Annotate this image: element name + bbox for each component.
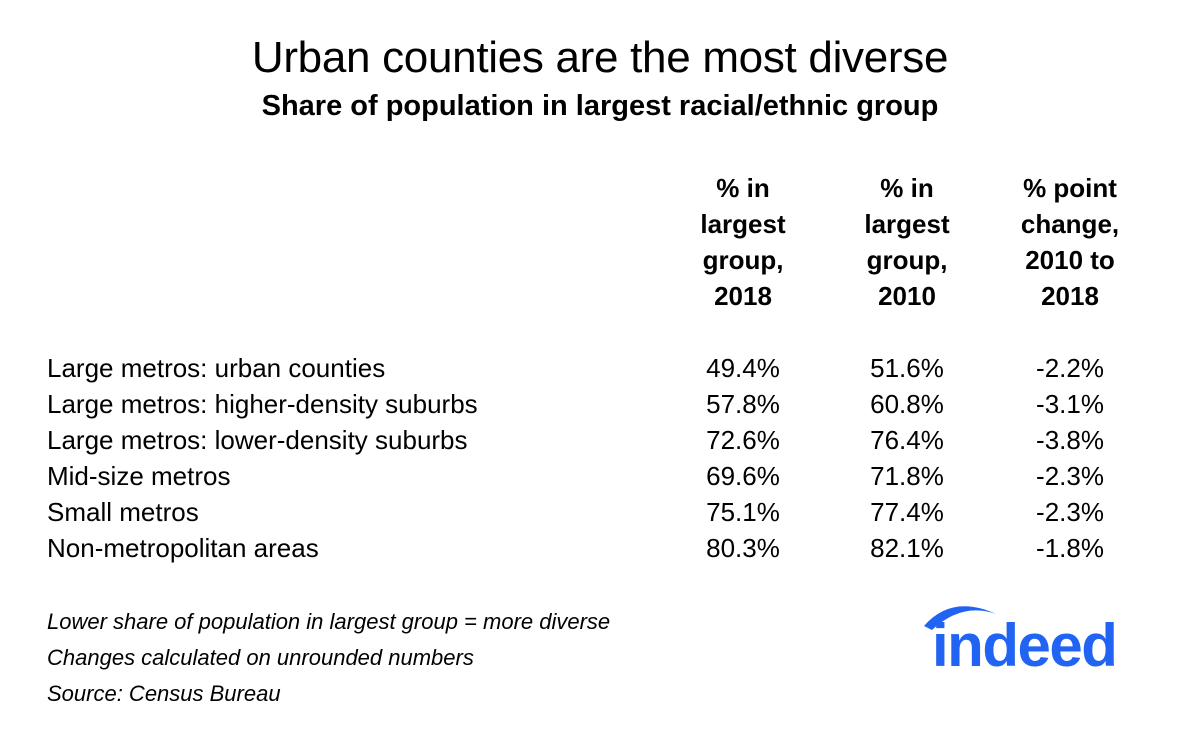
column-header-line: 2010: [878, 281, 936, 311]
table-row: Mid-size metros 69.6% 71.8% -2.3%: [0, 458, 1200, 494]
value-2010: 82.1%: [870, 533, 944, 563]
column-header-2018: % in largest group, 2018: [643, 170, 843, 314]
value-change: -3.8%: [1036, 425, 1104, 455]
column-header-line: % point: [1023, 173, 1117, 203]
column-header-line: change,: [1020, 209, 1120, 239]
row-label: Large metros: higher-density suburbs: [47, 389, 478, 419]
column-header-line: largest: [700, 209, 786, 239]
column-header-line: 2018: [714, 281, 772, 311]
value-2010: 51.6%: [870, 353, 944, 383]
column-header-line: % in: [716, 173, 770, 203]
value-2010: 60.8%: [870, 389, 944, 419]
source-note: Source: Census Bureau: [47, 681, 281, 706]
value-change: -2.3%: [1036, 497, 1104, 527]
value-2010: 71.8%: [870, 461, 944, 491]
indeed-logo: indeed: [924, 606, 1118, 679]
value-2018: 49.4%: [706, 353, 780, 383]
footnote-diversity: Lower share of population in largest gro…: [47, 609, 611, 634]
value-2018: 75.1%: [706, 497, 780, 527]
row-label: Non-metropolitan areas: [47, 533, 319, 563]
value-2010: 77.4%: [870, 497, 944, 527]
value-2018: 80.3%: [706, 533, 780, 563]
table-row: Non-metropolitan areas 80.3% 82.1% -1.8%: [0, 530, 1200, 566]
footnote-unrounded: Changes calculated on unrounded numbers: [47, 645, 474, 670]
column-header-line: % in: [880, 173, 934, 203]
column-header-2010: % in largest group, 2010: [807, 170, 1007, 314]
table-row: Large metros: higher-density suburbs 57.…: [0, 386, 1200, 422]
row-label: Mid-size metros: [47, 461, 231, 491]
table-row: Large metros: urban counties 49.4% 51.6%…: [0, 350, 1200, 386]
chart-subtitle: Share of population in largest racial/et…: [261, 90, 939, 122]
logo-wordmark: indeed: [932, 612, 1116, 679]
value-change: -3.1%: [1036, 389, 1104, 419]
value-2018: 69.6%: [706, 461, 780, 491]
column-header-line: group,: [702, 245, 784, 275]
table-row: Large metros: lower-density suburbs 72.6…: [0, 422, 1200, 458]
column-header-line: largest: [864, 209, 950, 239]
chart-title: Urban counties are the most diverse: [251, 33, 949, 82]
value-2010: 76.4%: [870, 425, 944, 455]
table-row: Small metros 75.1% 77.4% -2.3%: [0, 494, 1200, 530]
column-header-line: group,: [866, 245, 948, 275]
value-change: -1.8%: [1036, 533, 1104, 563]
column-header-line: 2010 to: [1025, 245, 1115, 275]
row-label: Large metros: urban counties: [47, 353, 386, 383]
value-2018: 57.8%: [706, 389, 780, 419]
logo-swoosh: [924, 606, 996, 630]
row-label: Small metros: [47, 497, 199, 527]
row-label: Large metros: lower-density suburbs: [47, 425, 468, 455]
value-change: -2.2%: [1036, 353, 1104, 383]
value-2018: 72.6%: [706, 425, 780, 455]
value-change: -2.3%: [1036, 461, 1104, 491]
column-header-change: % point change, 2010 to 2018: [970, 170, 1170, 314]
column-header-line: 2018: [1041, 281, 1099, 311]
